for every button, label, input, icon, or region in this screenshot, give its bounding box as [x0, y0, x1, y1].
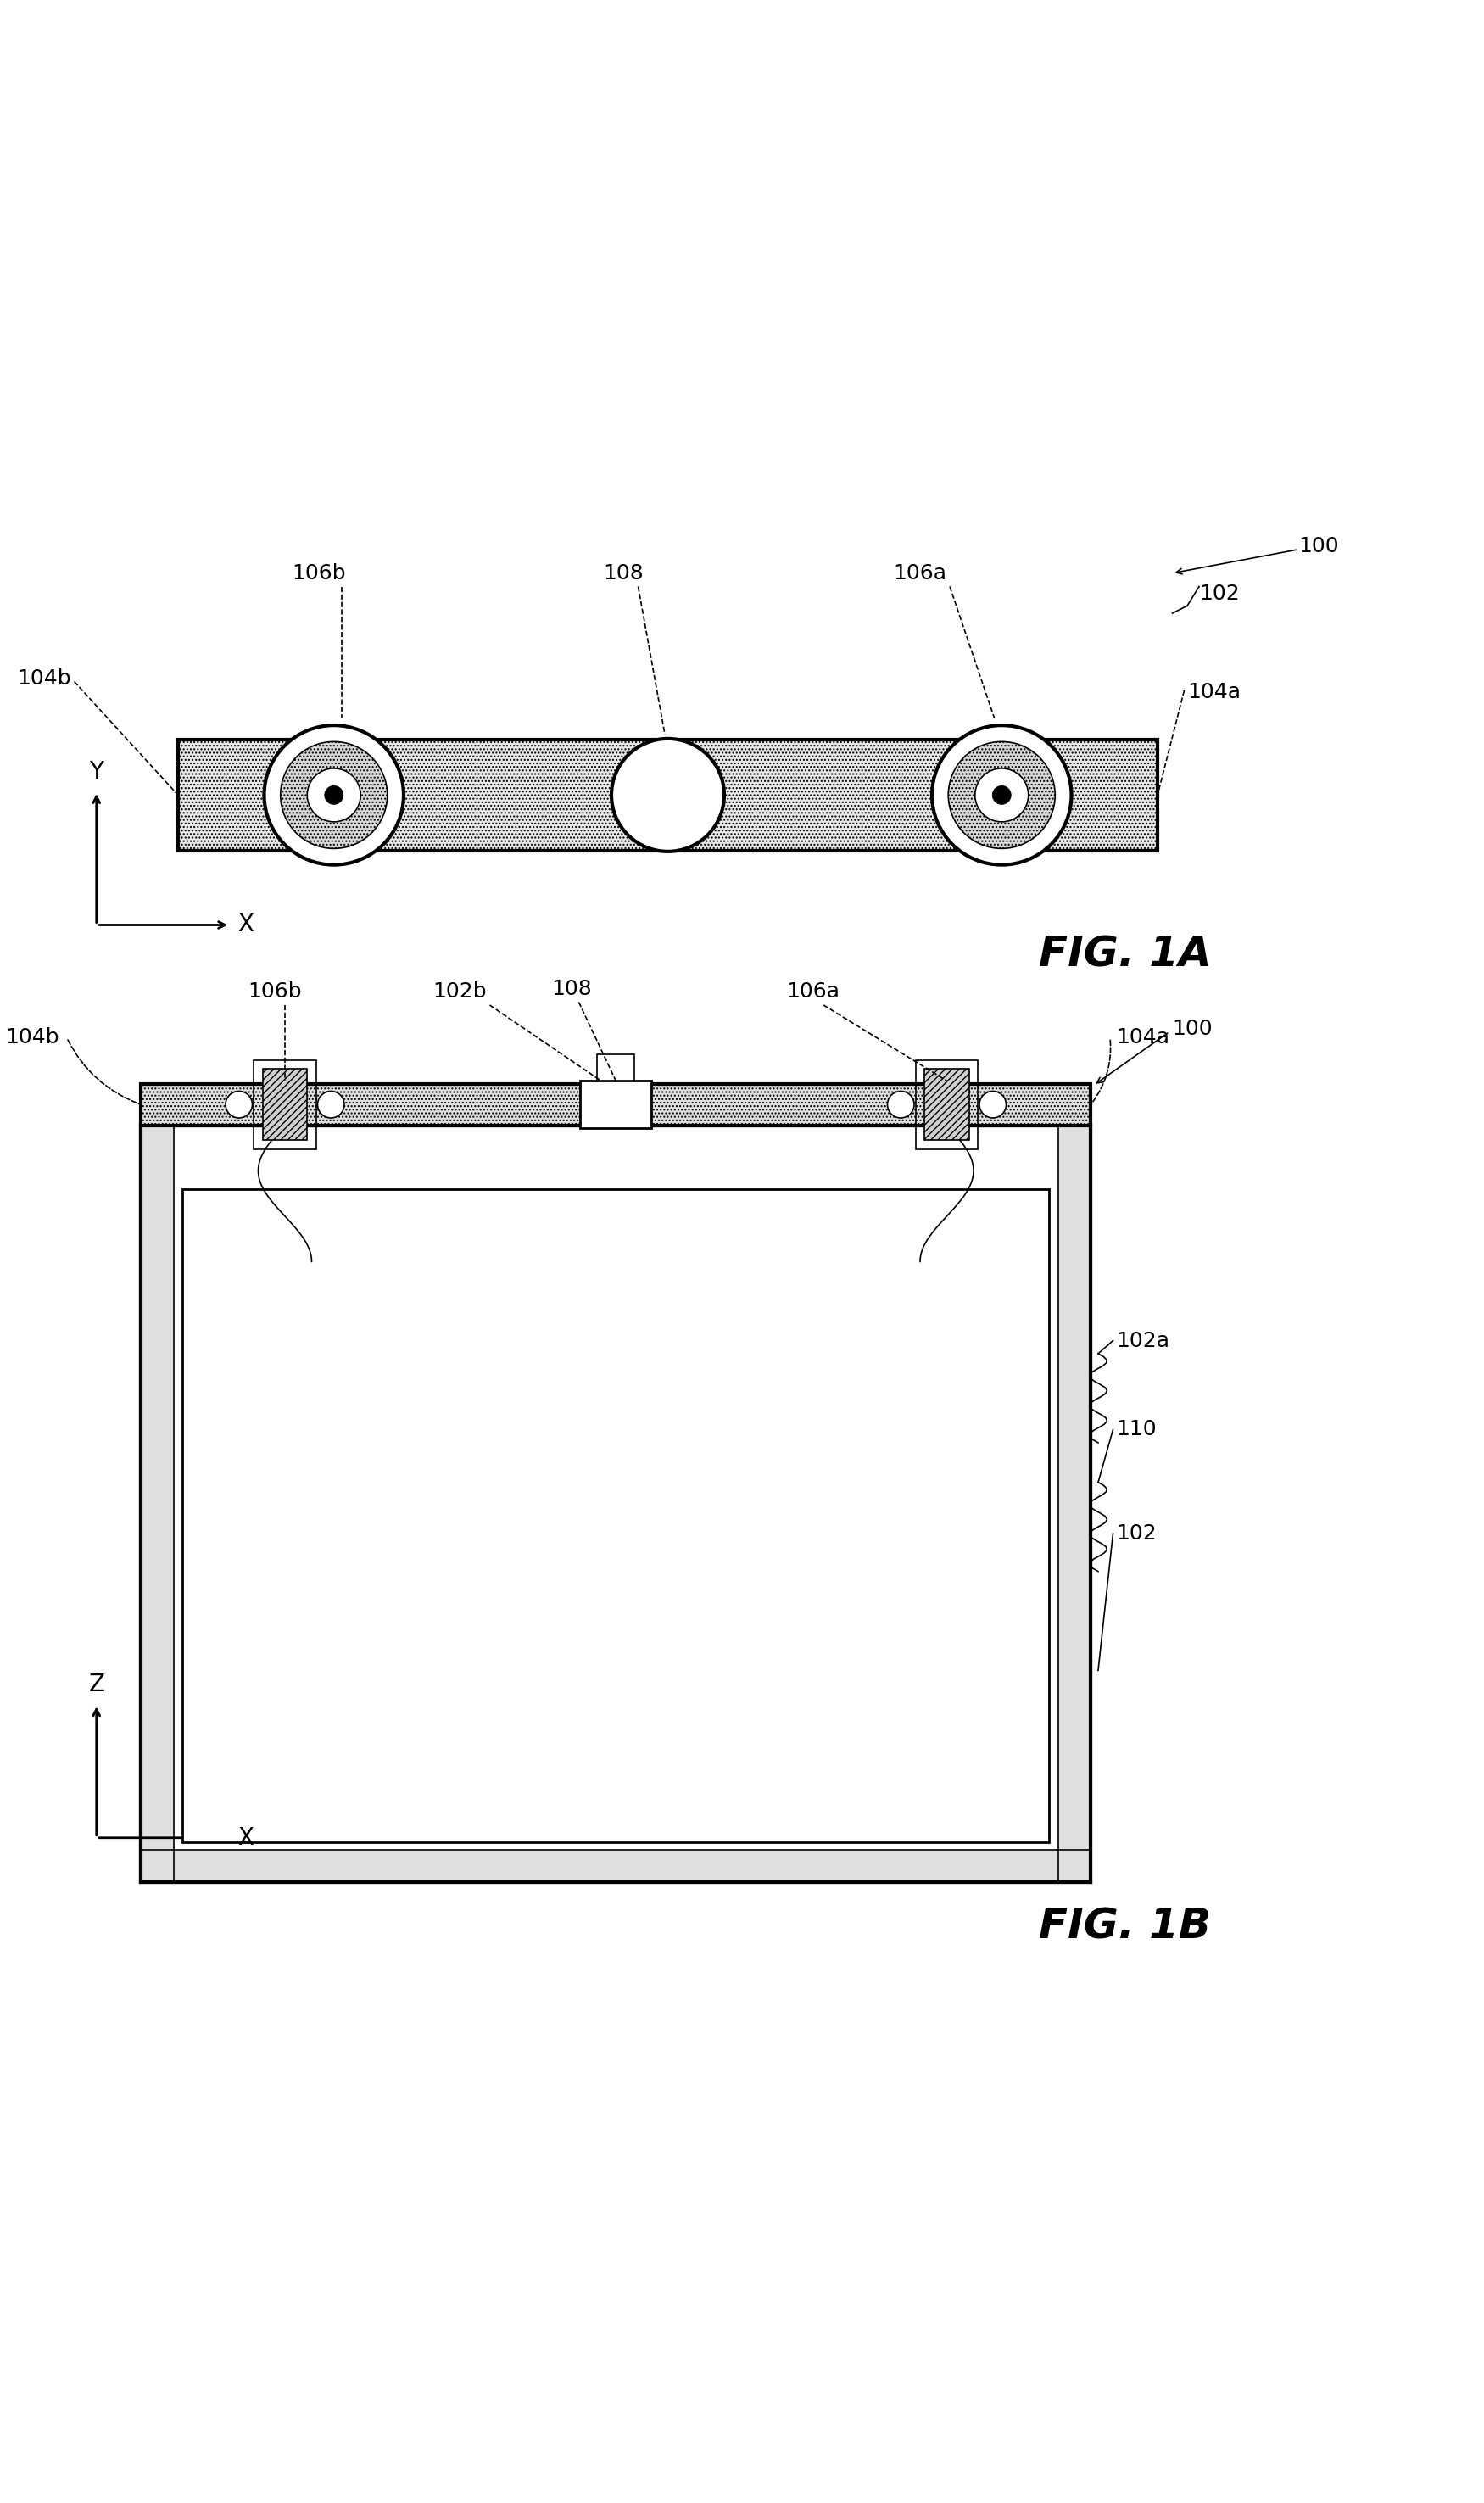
Circle shape	[948, 741, 1055, 849]
Circle shape	[979, 1091, 1006, 1119]
Bar	[597, 1054, 635, 1081]
Text: 106b: 106b	[292, 563, 346, 583]
Text: 108: 108	[551, 979, 592, 999]
Text: 100: 100	[1298, 536, 1339, 556]
Text: FIG. 1B: FIG. 1B	[1039, 1907, 1211, 1947]
Circle shape	[318, 1091, 344, 1119]
Text: 100: 100	[1172, 1019, 1212, 1039]
Circle shape	[226, 1091, 252, 1119]
Text: 102a: 102a	[1116, 1332, 1169, 1352]
Text: X: X	[237, 914, 254, 936]
Text: 104b: 104b	[6, 1029, 59, 1049]
Text: Z: Z	[89, 1672, 104, 1697]
Bar	[183, 1189, 1049, 1842]
Bar	[254, 1061, 316, 1149]
Bar	[141, 1126, 174, 1882]
Circle shape	[264, 726, 404, 866]
Bar	[141, 1084, 1091, 1126]
Text: 104b: 104b	[18, 668, 71, 688]
Bar	[925, 1069, 969, 1141]
Text: 106b: 106b	[248, 981, 301, 1001]
Text: Y: Y	[89, 761, 104, 783]
Text: 102b: 102b	[433, 981, 487, 1001]
Circle shape	[280, 741, 387, 849]
Bar	[916, 1061, 978, 1149]
Text: X: X	[237, 1825, 254, 1850]
Text: 104a: 104a	[1116, 1029, 1169, 1049]
Text: 108: 108	[603, 563, 644, 583]
Text: FIG. 1A: FIG. 1A	[1039, 934, 1211, 976]
Text: 106a: 106a	[893, 563, 947, 583]
Text: 102: 102	[1116, 1524, 1156, 1544]
Text: 106a: 106a	[787, 981, 840, 1001]
Circle shape	[975, 768, 1028, 821]
Bar	[1058, 1126, 1091, 1882]
Circle shape	[611, 738, 724, 851]
Text: 110: 110	[1116, 1419, 1156, 1439]
Circle shape	[307, 768, 361, 821]
Circle shape	[932, 726, 1071, 866]
Circle shape	[325, 786, 343, 803]
Text: 104a: 104a	[1187, 681, 1241, 701]
Bar	[141, 1850, 1091, 1882]
Text: 102: 102	[1199, 583, 1239, 603]
Bar	[178, 738, 1158, 851]
Circle shape	[993, 786, 1011, 803]
Bar	[580, 1081, 651, 1129]
Circle shape	[887, 1091, 914, 1119]
Bar	[141, 1126, 1091, 1882]
Bar	[263, 1069, 307, 1141]
